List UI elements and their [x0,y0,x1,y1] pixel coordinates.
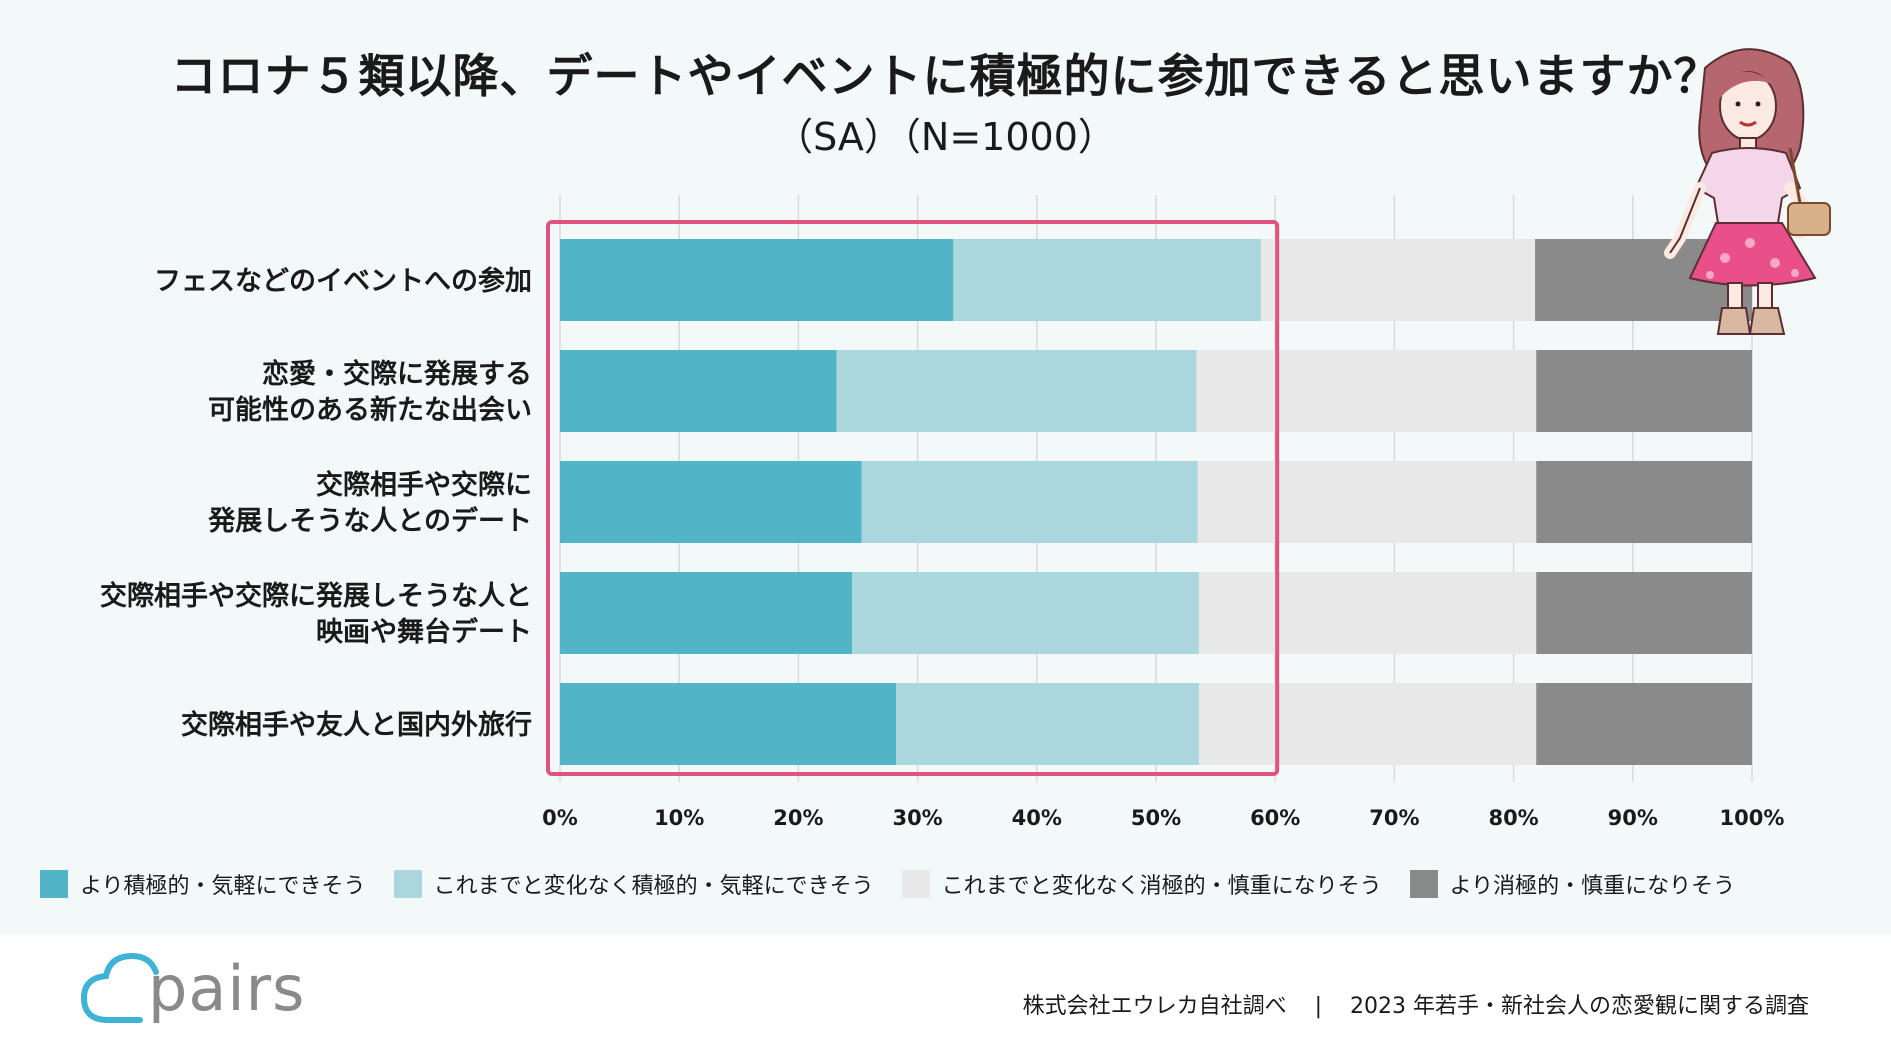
bar-segment [953,239,1261,321]
x-tick-label: 40% [1012,806,1062,830]
x-tick-label: 30% [892,806,942,830]
bar-segment [1536,350,1752,432]
category-label: 映画や舞台デート [316,616,532,648]
x-tick-label: 10% [654,806,704,830]
bar-segment [1198,683,1537,765]
bar-segment [836,350,1197,432]
bar-segment [560,683,897,765]
category-label: 交際相手や友人と国内外旅行 [181,709,532,741]
x-tick-label: 90% [1608,806,1658,830]
category-label: 交際相手や交際に [316,469,532,501]
category-label: フェスなどのイベントへの参加 [154,265,532,297]
category-label: 恋愛・交際に発展する [262,358,532,390]
bar-segment [560,461,862,543]
legend-swatch [393,870,422,898]
bar-segment [896,683,1199,765]
bar-segment [861,461,1198,543]
legend-swatch [901,870,930,898]
chart-subtitle: （SA）（N=1000） [775,115,1116,159]
x-tick-label: 60% [1250,806,1300,830]
category-label: 交際相手や交際に発展しそうな人と [100,580,532,612]
bar-segment [1197,461,1537,543]
bar-segment [1536,572,1752,654]
bar-segment [1196,350,1537,432]
legend-item: これまでと変化なく積極的・気軽にできそう [393,868,874,900]
x-tick-label: 70% [1369,806,1419,830]
bar-segment [1198,572,1537,654]
legend-label: これまでと変化なく消極的・慎重になりそう [941,874,1382,899]
bar-segment [560,572,853,654]
bar-segment [1536,683,1752,765]
bar-segment [560,239,954,321]
bar-segment [1536,461,1752,543]
stacked-bar-chart: フェスなどのイベントへの参加恋愛・交際に発展する可能性のある新たな出会い交際相手… [100,195,1785,830]
woman-illustration [1664,48,1831,335]
highlight-box [546,220,1280,776]
x-tick-label: 0% [542,806,578,830]
footer-credit: 株式会社エウレカ自社調べ | 2023 年若手・新社会人の恋愛観に関する調査 [1023,988,1809,1020]
footer-separator: | [1314,994,1323,1019]
x-tick-label: 50% [1131,806,1181,830]
legend-swatch [40,870,68,898]
x-tick-label: 20% [773,806,823,830]
category-label: 発展しそうな人とのデート [207,505,532,537]
bar-segment [1260,239,1536,321]
chart-title: コロナ５類以降、デートやイベントに積極的に参加できると思いますか？ [170,49,1721,103]
footer-survey: 2023 年若手・新社会人の恋愛観に関する調査 [1350,994,1809,1019]
x-tick-label: 80% [1488,806,1538,830]
pairs-logo-cloud-icon [80,952,159,1023]
legend-label: より消極的・慎重になりそう [1449,874,1736,899]
bar-segment [852,572,1199,654]
category-label: 可能性のある新たな出会い [208,394,532,426]
pairs-logo-text: pairs [148,952,306,1025]
x-tick-label: 100% [1720,806,1785,830]
legend-label: これまでと変化なく積極的・気軽にできそう [433,874,874,899]
footer-source: 株式会社エウレカ自社調べ [1022,994,1287,1019]
legend-item: より消極的・慎重になりそう [1409,868,1736,900]
legend-item: より積極的・気軽にできそう [40,868,366,900]
bar-segment [560,350,837,432]
legend-swatch [1409,870,1438,898]
legend-label: より積極的・気軽にできそう [80,874,366,899]
legend-item: これまでと変化なく消極的・慎重になりそう [901,868,1382,900]
chart-legend: より積極的・気軽にできそう これまでと変化なく積極的・気軽にできそう これまでと変化… [40,866,1735,902]
